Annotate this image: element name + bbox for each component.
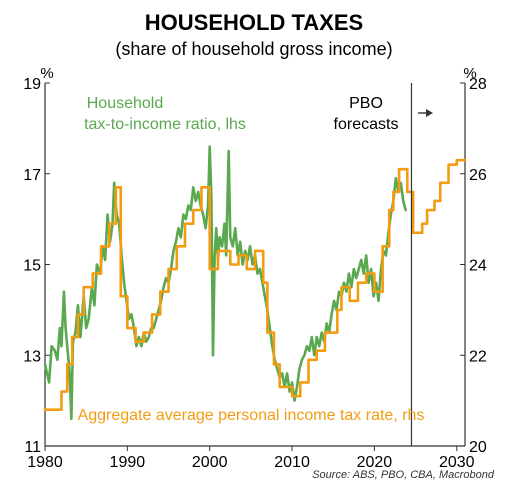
right-unit-label: %: [463, 65, 476, 82]
chart-title: HOUSEHOLD TAXES: [145, 10, 363, 35]
forecast-arrow-icon: [418, 109, 433, 117]
left-tick-label: 15: [23, 258, 41, 275]
right-tick-label: 26: [469, 167, 487, 184]
left-unit-label: %: [40, 65, 53, 82]
series-layer: [43, 145, 467, 421]
x-tick-label: 2010: [274, 454, 310, 471]
left-tick-label: 13: [23, 348, 41, 365]
forecast-label-line1: PBO: [349, 95, 383, 112]
x-tick-label: 2000: [192, 454, 228, 471]
right-tick-label: 24: [469, 258, 487, 275]
x-tick-label: 1990: [110, 454, 146, 471]
green-series-label-line1: Household: [87, 95, 164, 112]
source-note: Source: ABS, PBO, CBA, Macrobond: [312, 469, 495, 481]
orange-series-label: Aggregate average personal income tax ra…: [78, 407, 425, 424]
x-tick-label: 2030: [439, 454, 475, 471]
left-tick-label: 19: [23, 76, 41, 93]
right-tick-label: 22: [469, 348, 487, 365]
right-tick-label: 20: [469, 439, 487, 456]
orange-series-line: [43, 158, 467, 411]
left-tick-label: 11: [24, 439, 41, 456]
green-series-line: [43, 145, 408, 421]
forecast-label-line2: forecasts: [334, 116, 399, 133]
left-tick-label: 17: [23, 167, 41, 184]
axis-ticks: 11 13 15 17 19 20 22 24 26 28 1980 1990 2000 2010 2020…: [23, 76, 487, 471]
green-series-label-line2: tax-to-income ratio, lhs: [84, 116, 246, 133]
right-tick-label: 28: [469, 76, 487, 93]
x-tick-label: 2020: [357, 454, 393, 471]
x-tick-label: 1980: [27, 454, 63, 471]
chart-subtitle: (share of household gross income): [115, 39, 392, 59]
